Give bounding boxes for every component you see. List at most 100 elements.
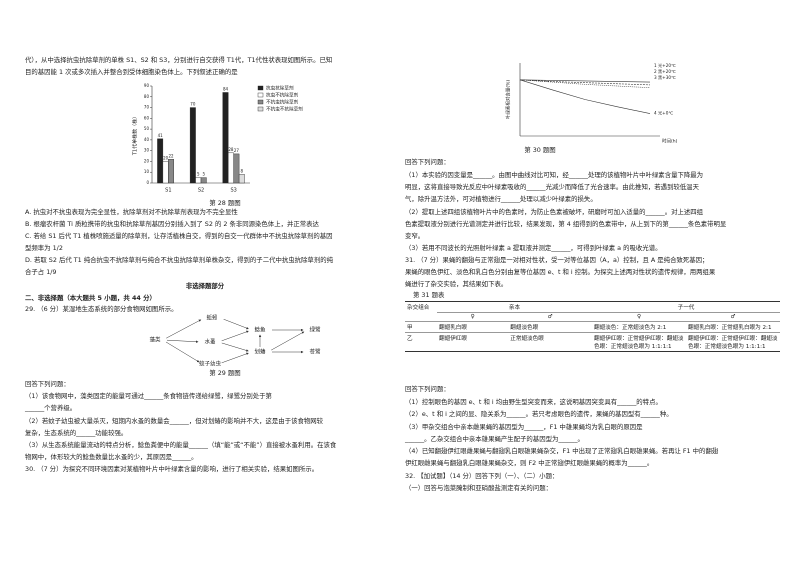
- legend-swatch: [257, 85, 264, 91]
- table-row: 杂交组合 亲本 子一代: [405, 301, 780, 322]
- bar: [157, 138, 164, 184]
- table-cell: 正常翅淡色眼: [508, 332, 592, 352]
- data-label: 22: [169, 153, 175, 158]
- bar: [200, 177, 207, 184]
- question-stem: 29. （6 分）某湿地生态系统的部分食物网如图所示。: [25, 305, 178, 313]
- text-line: ______。乙杂交组合中亲本雄果蝇产生配子的基因型为______。: [405, 435, 584, 443]
- y-tick-label: 70: [144, 105, 150, 110]
- y-tick-label: 40: [144, 137, 150, 142]
- option-line: D. 若取 S2 后代 T1 纯合抗虫不抗除草剂与纯合不抗虫抗除草剂单株杂交，得…: [25, 256, 333, 264]
- legend-label: 1 光+20℃: [654, 62, 676, 69]
- bar: [233, 153, 240, 184]
- text-line: 变窄。: [405, 232, 425, 240]
- legend-swatch: [257, 99, 264, 105]
- option-line: C. 若给 S1 后代 T1 植株喷施适量的除草剂，让存活植株自交，得到的自交一…: [25, 232, 333, 240]
- figure-caption: 第 29 题图: [209, 369, 241, 377]
- node-label: 划蝽: [254, 348, 266, 356]
- text-line: 目的基因能 1 次或多次插入并整合到受体细胞染色体上。下列叙述正确的是: [25, 68, 238, 76]
- legend-label: 2 黑+20℃: [654, 69, 676, 75]
- table-cell: 翻翅伊红眼: [437, 332, 509, 352]
- prompt: 回答下列问题：: [25, 380, 70, 388]
- y-tick-label: 60: [144, 115, 150, 120]
- figure-caption: 第 28 题图: [209, 199, 241, 207]
- table-row: 甲翻翅乳白眼 翻翅淡色眼 翻翅淡色：正常翅淡色为 2:1 翻翅乳白眼：正常翅乳白眼为 …: [405, 321, 780, 333]
- node-label: 绿鹭: [309, 326, 321, 334]
- text-line: （4）已知翻翅伊红眼雌果蝇与翻翅乳白眼雄果蝇杂交，F1 中出现了正常翅乳白眼雄果…: [405, 447, 719, 455]
- prompt: 回答下列问题：: [405, 385, 450, 393]
- text-line: （2）提取上述四组该植物叶片中的色素时，为防止色素被破坏，研磨时可加入适量的__…: [405, 208, 704, 216]
- table-cell: 翻翅淡色：正常翅淡色为 2:1: [592, 321, 686, 333]
- table-cell: 翻翅乳白眼：正常翅乳白眼为 2:1: [686, 321, 780, 333]
- table-row: ♀ ♂ ♀ ♂: [405, 312, 780, 322]
- y-tick-label: 0: [146, 180, 149, 185]
- text-line: ______个营养级。: [25, 404, 77, 412]
- table-row: 乙翻翅伊红眼 正常翅淡色眼 翻翅伊红眼：正常翅伊红眼：翻翅淡色眼：正常翅淡色眼为 1…: [405, 332, 780, 352]
- data-label: 41: [158, 133, 164, 138]
- data-label: 27: [234, 148, 240, 153]
- arrow: [221, 352, 249, 364]
- data-label: 20: [163, 155, 169, 160]
- data-label: 8: [241, 168, 244, 173]
- figure-caption: 第 30 题图: [524, 146, 556, 154]
- table-cell: 乙: [405, 332, 437, 352]
- text-line: 物网中，体形较大的鲶鱼数量比水蚤的少，其原因是______。: [25, 453, 198, 461]
- option-line: 型频率为 1/2: [25, 244, 63, 252]
- bar: [168, 159, 174, 184]
- y-axis-label: T1代单株数（株）: [132, 114, 139, 156]
- text-line: （2）若蚊子幼虫被大量杀灭，短期内水蚤的数量会______，但对划蝽的影响并不大…: [25, 417, 324, 425]
- y-axis-label: 叶绿素相对含量(%): [505, 80, 512, 120]
- node-label: 蚊子幼虫: [199, 360, 222, 368]
- table-cell: 子一代: [592, 301, 780, 313]
- data-label: 28: [228, 147, 234, 152]
- text-line: 32. 【加试题】（14 分）回答下列（一）、（二）小题：: [405, 472, 559, 480]
- bar: [162, 161, 169, 184]
- table-cell: 亲本: [437, 301, 592, 313]
- table-cell: ♂: [508, 312, 592, 322]
- bar: [222, 92, 229, 184]
- x-tick-label: S3: [230, 188, 236, 194]
- text-line: 明显，这将直接导致光反应中叶绿素吸收的______光减少而降低了光合速率。由此推…: [405, 183, 699, 191]
- table-cell: 杂交组合: [405, 301, 437, 322]
- table-cell: 翻翅淡色眼: [508, 321, 592, 333]
- cross-table: 杂交组合 亲本 子一代 ♀ ♂ ♀ ♂ 甲翻翅乳白眼 翻翅淡色眼 翻翅淡色：正常翅淡色为 2:1 翻…: [405, 301, 780, 352]
- bar: [195, 177, 202, 184]
- arrow: [166, 339, 199, 343]
- text-line: 蝇进行了杂交实验，其结果如下表。: [405, 280, 508, 288]
- text-line: （3）从生态系统能量流动的特点分析，鲶鱼粪便中的能量______（填“能”或“不…: [25, 441, 337, 449]
- x-tick-label: S2: [198, 188, 204, 194]
- node-label: 藻类: [149, 336, 161, 344]
- text-line: 气，除升温方法外，可对植物进行______处理以减少叶绿素的损失。: [405, 195, 597, 203]
- legend-label: 3 黑+30℃: [654, 75, 676, 81]
- legend-label: 不抗虫不抗除草剂: [266, 106, 303, 113]
- text-line: （1）控制眼色的基因 e、t 和 i 均由野生型突变而来，这说明基因突变具有__…: [405, 398, 662, 406]
- y-tick-label: 80: [144, 94, 150, 99]
- node-label: 苍鹭: [309, 348, 321, 356]
- x-axis-label: 时间(h): [662, 138, 678, 145]
- y-tick-label: 10: [144, 169, 150, 174]
- data-label: 70: [190, 102, 196, 107]
- y-tick-label: 50: [144, 126, 150, 131]
- node-label: 鲶鱼: [254, 326, 266, 334]
- arrow: [166, 319, 202, 339]
- text-line: 31. （7 分）果蝇的翻翅与正常翅是一对相对性状，受一对等位基因（A，a）控制…: [405, 256, 709, 264]
- line-chart: 叶绿素相对含量(%) 时间(h) 1 光+20℃2 黑+20℃3 黑+30℃ 4 光+…: [505, 62, 678, 145]
- text-line: （1）本实验的因变量是______。由图中曲线对比可知，经______处理的该植…: [405, 171, 704, 179]
- legend-label: 抗虫不抗除草剂: [266, 92, 299, 99]
- table-cell: 翻翅伊红眼：正常翅伊红眼：翻翅淡色眼：正常翅淡色眼为 1:1:1:1: [592, 332, 686, 352]
- text-line: （3）甲杂交组合中亲本雌果蝇的基因型为______，F1 中雄果蝇均为乳白眼的原…: [405, 423, 643, 431]
- arrow: [221, 342, 249, 352]
- bar: [228, 152, 234, 184]
- y-tick-label: 90: [144, 83, 150, 88]
- text-line: （一）回答与泡菜腌制和亚硝酸盐测定有关的问题：: [405, 484, 552, 492]
- line: [519, 79, 651, 89]
- text-line: （3）若用不同波长的光照射叶绿素 a 提取液并测定______，可得到叶绿素 a…: [405, 244, 662, 252]
- table-cell: 翻翅乳白眼: [437, 321, 509, 333]
- text-line: 代），从中选择抗虫抗除草剂的单株 S1、S2 和 S3，分别进行自交获得 T1代…: [25, 56, 333, 64]
- text-line: 复杂，生态系统的______功能较强。: [25, 429, 128, 437]
- table-cell: ♀: [437, 312, 509, 322]
- text-line: （1）该食物网中，藻类固定的能量可通过______条食物链传递给绿鹭，绿鹭分别处…: [25, 392, 272, 400]
- data-label: 5: [197, 172, 200, 177]
- table-caption: 第 31 题表: [413, 291, 445, 299]
